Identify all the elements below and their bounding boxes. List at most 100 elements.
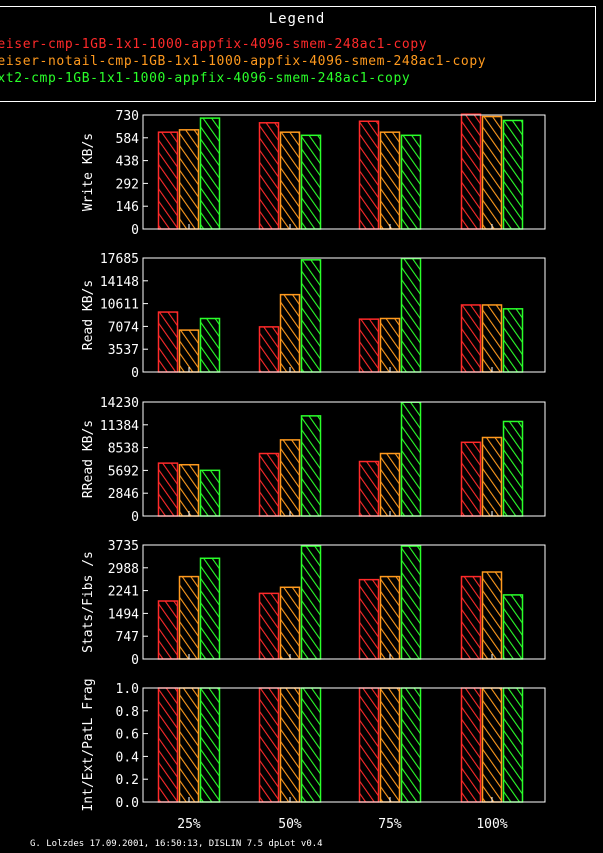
bar-25pct-series-2 (178, 129, 200, 230)
y-axis-label: Read KB/s (81, 280, 96, 350)
bar-75pct-series-1 (358, 318, 380, 373)
bar-75pct-series-3 (400, 401, 422, 517)
y-tick-label: 584 (116, 132, 140, 147)
y-tick-label: 0.8 (116, 705, 139, 720)
bar-25pct-series-1 (157, 600, 179, 660)
bar-100pct-series-2 (481, 115, 503, 230)
bar-100pct-series-3 (502, 420, 524, 517)
y-tick-label: 17685 (100, 252, 139, 267)
plot-frame (142, 401, 546, 517)
y-axis-label: RRead KB/s (81, 420, 96, 498)
bar-100pct-series-1 (460, 575, 482, 660)
bar-25pct-series-1 (157, 687, 179, 803)
plot-frame (142, 544, 546, 660)
bar-75pct-series-1 (358, 460, 380, 517)
bar-75pct-series-2 (379, 131, 401, 230)
y-tick-label: 11384 (100, 419, 139, 434)
bar-50pct-series-3 (300, 687, 322, 803)
bar-25pct-series-1 (157, 131, 179, 230)
plot-frame (142, 257, 546, 373)
x-category-label: 100% (476, 817, 507, 832)
x-category-label: 25% (177, 817, 201, 832)
y-tick-label: 438 (116, 155, 139, 170)
bar-100pct-series-3 (502, 687, 524, 803)
bar-100pct-series-1 (460, 687, 482, 803)
bar-100pct-series-1 (460, 304, 482, 373)
bar-100pct-series-1 (460, 113, 482, 230)
bar-100pct-series-3 (502, 594, 524, 660)
bar-50pct-series-3 (300, 259, 322, 373)
bar-75pct-series-1 (358, 578, 380, 660)
y-axis-label: Stats/Fibs /s (81, 551, 96, 653)
bar-75pct-series-3 (400, 257, 422, 373)
y-tick-label: 0.4 (116, 750, 140, 765)
bar-75pct-series-2 (379, 317, 401, 373)
y-tick-label: 730 (116, 109, 139, 124)
y-tick-label: 3537 (108, 343, 139, 358)
y-tick-label: 3735 (108, 539, 139, 554)
bar-50pct-series-2 (279, 131, 301, 230)
legend-title: Legend (268, 11, 326, 27)
bar-25pct-series-2 (178, 463, 200, 517)
y-tick-label: 1494 (108, 607, 139, 622)
bar-100pct-series-3 (502, 308, 524, 373)
bar-50pct-series-2 (279, 439, 301, 517)
bar-25pct-series-2 (178, 575, 200, 660)
bar-50pct-series-3 (300, 545, 322, 660)
footer-credit: G. Lolzdes 17.09.2001, 16:50:13, DISLIN … (30, 839, 323, 849)
bar-25pct-series-3 (199, 117, 221, 230)
y-tick-label: 2988 (108, 562, 139, 577)
bar-75pct-series-3 (400, 687, 422, 803)
y-tick-label: 146 (116, 200, 139, 215)
bar-25pct-series-3 (199, 687, 221, 803)
y-tick-label: 0 (131, 223, 139, 238)
y-tick-label: 0 (131, 366, 139, 381)
chart-panel-2: 0 3537 7074 10611 14148 17685 Read KB/s (81, 252, 546, 381)
bar-25pct-series-3 (199, 557, 221, 660)
bar-25pct-series-1 (157, 311, 179, 373)
bar-75pct-series-2 (379, 452, 401, 517)
bar-25pct-series-2 (178, 687, 200, 803)
bar-50pct-series-1 (258, 687, 280, 803)
legend-entry-3: ext2-cmp-1GB-1x1-1000-appfix-4096-smem-2… (0, 71, 411, 86)
y-tick-label: 0.6 (116, 728, 139, 743)
y-tick-label: 0.0 (116, 796, 139, 811)
bar-75pct-series-3 (400, 134, 422, 230)
bar-50pct-series-3 (300, 415, 322, 517)
y-tick-label: 0 (131, 653, 139, 668)
legend-box: Legend reiser-cmp-1GB-1x1-1000-appfix-40… (0, 6, 596, 102)
bar-50pct-series-2 (279, 687, 301, 803)
bar-75pct-series-2 (379, 687, 401, 803)
y-tick-label: 2241 (108, 585, 139, 600)
bar-100pct-series-2 (481, 687, 503, 803)
bar-50pct-series-1 (258, 326, 280, 373)
y-tick-label: 5692 (108, 464, 139, 479)
bar-100pct-series-1 (460, 441, 482, 517)
bar-50pct-series-2 (279, 586, 301, 660)
bar-50pct-series-1 (258, 452, 280, 517)
plot-frame (142, 687, 546, 803)
bar-100pct-series-2 (481, 436, 503, 517)
x-category-label: 50% (278, 817, 302, 832)
bar-25pct-series-3 (199, 317, 221, 373)
bar-50pct-series-2 (279, 293, 301, 373)
bar-50pct-series-1 (258, 592, 280, 660)
bar-25pct-series-3 (199, 469, 221, 517)
y-tick-label: 14148 (100, 275, 139, 290)
bar-25pct-series-2 (178, 329, 200, 373)
y-axis-label: Int/Ext/PatL Frag (81, 678, 96, 811)
y-tick-label: 0 (131, 510, 139, 525)
legend-entry-1: reiser-cmp-1GB-1x1-1000-appfix-4096-smem… (0, 37, 428, 52)
bar-75pct-series-3 (400, 545, 422, 660)
y-tick-label: 10611 (100, 298, 139, 313)
chart-panel-1: 0 146 292 438 584 730 Write KB/s (81, 109, 546, 238)
chart-panel-3: 0 2846 5692 8538 11384 14230 RRead KB/s (81, 396, 546, 525)
bar-100pct-series-2 (481, 571, 503, 660)
x-category-label: 75% (378, 817, 402, 832)
chart-panel-4: 0 747 1494 2241 2988 3735 Stats/Fibs /s (81, 539, 546, 668)
y-tick-label: 292 (116, 177, 139, 192)
bar-75pct-series-1 (358, 120, 380, 230)
plot-frame (142, 114, 546, 230)
bar-75pct-series-2 (379, 575, 401, 660)
